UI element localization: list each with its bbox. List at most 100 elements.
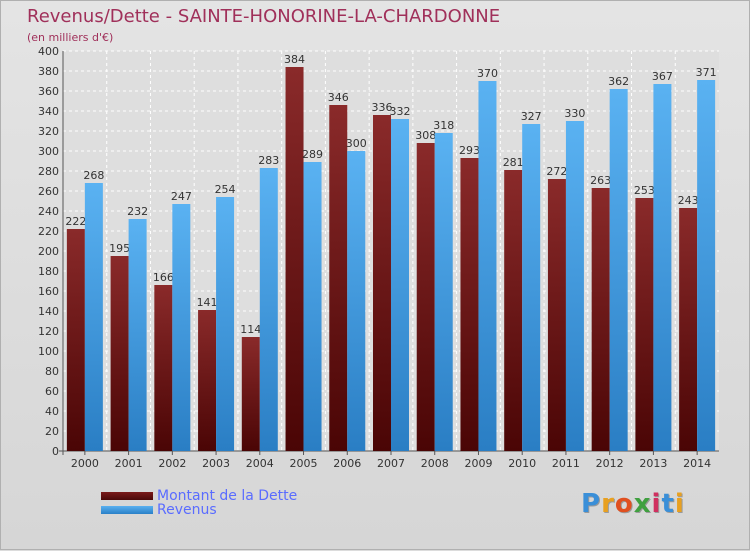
y-tick-label: 60	[45, 385, 59, 398]
x-tick-label: 2014	[683, 457, 711, 470]
data-label-revenus: 367	[652, 70, 673, 83]
legend-label-dette: Montant de la Dette	[157, 488, 298, 504]
data-label-dette: 222	[65, 215, 86, 228]
y-tick-label: 120	[38, 325, 59, 338]
data-label-dette: 263	[590, 174, 611, 187]
y-tick-label: 160	[38, 285, 59, 298]
y-tick-label: 20	[45, 425, 59, 438]
data-label-revenus: 362	[608, 75, 629, 88]
y-tick-label: 320	[38, 125, 59, 138]
bar-revenus	[128, 219, 147, 451]
bar-dette	[547, 179, 566, 451]
data-label-revenus: 330	[564, 107, 585, 120]
y-tick-label: 300	[38, 145, 59, 158]
data-label-dette: 141	[197, 296, 218, 309]
data-label-dette: 195	[109, 242, 130, 255]
bar-dette	[110, 256, 129, 451]
data-label-revenus: 327	[521, 110, 542, 123]
bar-dette	[373, 115, 391, 451]
chart-title: Revenus/Dette - SAINTE-HONORINE-LA-CHARD…	[27, 6, 501, 27]
bar-revenus	[565, 121, 584, 451]
x-tick-label: 2004	[246, 457, 274, 470]
data-label-dette: 336	[372, 101, 393, 114]
data-label-revenus: 332	[390, 105, 411, 118]
x-tick-label: 2002	[158, 457, 186, 470]
x-tick-label: 2010	[508, 457, 536, 470]
data-label-revenus: 371	[696, 66, 717, 79]
legend-swatch-dette	[101, 492, 153, 500]
bar-revenus	[347, 151, 366, 451]
bar-dette	[198, 310, 217, 451]
data-label-dette: 293	[459, 144, 480, 157]
bar-revenus	[478, 81, 497, 451]
data-label-dette: 308	[415, 129, 436, 142]
bar-revenus	[391, 119, 409, 451]
x-tick-label: 2000	[71, 457, 99, 470]
y-tick-label: 380	[38, 65, 59, 78]
x-tick-label: 2008	[421, 457, 449, 470]
bar-dette	[154, 285, 173, 451]
data-label-dette: 384	[284, 53, 305, 66]
bar-dette	[329, 105, 348, 451]
logo-letter: x	[633, 489, 652, 519]
bar-dette	[679, 208, 698, 451]
y-tick-label: 340	[38, 105, 59, 118]
x-tick-label: 2003	[202, 457, 230, 470]
y-tick-label: 240	[38, 205, 59, 218]
x-tick-label: 2005	[290, 457, 318, 470]
logo-letter: P	[581, 489, 602, 519]
x-tick-label: 2007	[377, 457, 405, 470]
data-label-dette: 346	[328, 91, 349, 104]
data-label-revenus: 232	[127, 205, 148, 218]
y-tick-label: 80	[45, 365, 59, 378]
data-label-dette: 166	[153, 271, 174, 284]
bar-revenus	[653, 84, 672, 451]
y-tick-label: 400	[38, 45, 59, 58]
logo-letter: r	[601, 489, 615, 519]
bar-dette	[66, 229, 85, 451]
logo-letter: o	[614, 489, 634, 519]
y-tick-label: 360	[38, 85, 59, 98]
bar-revenus	[259, 168, 278, 451]
bar-dette	[591, 188, 610, 451]
y-tick-label: 220	[38, 225, 59, 238]
x-tick-label: 2011	[552, 457, 580, 470]
x-tick-label: 2006	[333, 457, 361, 470]
data-label-dette: 243	[678, 194, 699, 207]
x-tick-label: 2009	[464, 457, 492, 470]
y-tick-label: 260	[38, 185, 59, 198]
x-tick-label: 2001	[115, 457, 143, 470]
data-label-revenus: 268	[83, 169, 104, 182]
bar-dette	[635, 198, 654, 451]
bar-revenus	[697, 80, 716, 451]
x-tick-label: 2013	[639, 457, 667, 470]
chart-subtitle: (en milliers d'€)	[27, 31, 114, 44]
logo-letter: t	[661, 489, 675, 519]
y-tick-label: 140	[38, 305, 59, 318]
y-tick-label: 280	[38, 165, 59, 178]
bar-dette	[416, 143, 435, 451]
proxiti-logo: Proxiti	[581, 489, 685, 519]
bar-dette	[285, 67, 304, 451]
y-tick-label: 200	[38, 245, 59, 258]
y-tick-label: 180	[38, 265, 59, 278]
data-label-dette: 281	[503, 156, 524, 169]
bar-dette	[504, 170, 523, 451]
y-tick-label: 40	[45, 405, 59, 418]
bar-revenus	[434, 133, 453, 451]
data-label-dette: 272	[546, 165, 567, 178]
bar-dette	[460, 158, 479, 451]
bar-revenus	[216, 197, 235, 451]
logo-letter: i	[674, 489, 685, 519]
data-label-revenus: 300	[346, 137, 367, 150]
bar-revenus	[303, 162, 322, 451]
legend-swatch-revenus	[101, 506, 153, 514]
data-label-revenus: 370	[477, 67, 498, 80]
data-label-revenus: 283	[258, 154, 279, 167]
data-label-revenus: 247	[171, 190, 192, 203]
bar-dette	[241, 337, 260, 451]
y-tick-label: 100	[38, 345, 59, 358]
data-label-revenus: 289	[302, 148, 323, 161]
bar-revenus	[84, 183, 103, 451]
